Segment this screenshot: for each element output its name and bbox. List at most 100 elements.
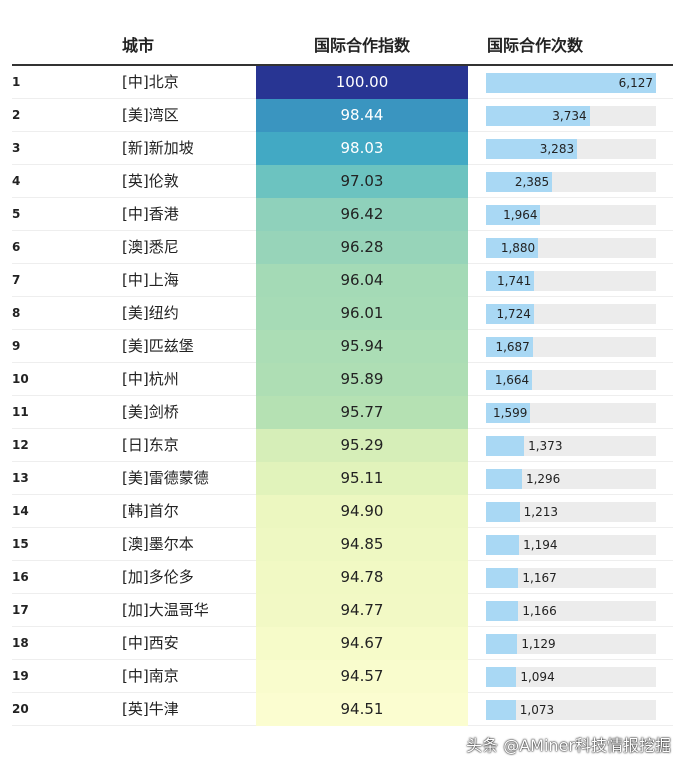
count-label: 1,664 <box>494 373 530 387</box>
count-bar <box>486 304 534 324</box>
index-cell: 95.89 <box>256 363 468 396</box>
city-cell: [美]湾区 <box>122 106 179 124</box>
count-bar <box>486 172 553 192</box>
rank-cell: 9 <box>12 339 21 353</box>
count-bar-track: 1,880 <box>486 238 656 258</box>
city-cell: [中]上海 <box>122 271 179 289</box>
header-city: 城市 <box>122 36 155 55</box>
rank-cell: 16 <box>12 570 29 584</box>
count-bar <box>486 535 520 555</box>
count-label: 1,094 <box>520 670 555 684</box>
count-bar <box>486 700 516 720</box>
index-cell: 94.77 <box>256 594 468 627</box>
index-cell: 94.85 <box>256 528 468 561</box>
count-bar-track: 1,194 <box>486 535 656 555</box>
count-bar-track: 1,167 <box>486 568 656 588</box>
table-row: 1 [中]北京 100.00 6,127 <box>12 66 673 99</box>
count-bar <box>486 634 518 654</box>
index-cell: 94.67 <box>256 627 468 660</box>
city-cell: [韩]首尔 <box>122 502 179 520</box>
count-bar-track: 3,734 <box>486 106 656 126</box>
watermark: 头条 @AMiner科技情报挖掘 <box>466 736 671 755</box>
count-bar <box>486 667 517 687</box>
count-bar <box>486 502 520 522</box>
count-label: 1,599 <box>493 406 528 420</box>
rank-cell: 19 <box>12 669 29 683</box>
count-bar-track: 1,094 <box>486 667 656 687</box>
table-row: 2 [美]湾区 98.44 3,734 <box>12 99 673 132</box>
rank-cell: 18 <box>12 636 29 650</box>
count-bar-track: 1,213 <box>486 502 656 522</box>
city-cell: [中]杭州 <box>122 370 179 388</box>
count-bar-track: 1,741 <box>486 271 656 291</box>
count-bar-track: 2,385 <box>486 172 656 192</box>
index-cell: 96.28 <box>256 231 468 264</box>
rank-cell: 11 <box>12 405 29 419</box>
index-cell: 96.01 <box>256 297 468 330</box>
header-index: 国际合作指数 <box>313 36 410 55</box>
index-cell: 96.42 <box>256 198 468 231</box>
rank-cell: 7 <box>12 273 21 287</box>
rank-cell: 12 <box>12 438 29 452</box>
rank-cell: 4 <box>12 174 21 188</box>
count-label: 3,734 <box>552 109 587 123</box>
table-row: 15 [澳]墨尔本 94.85 1,194 <box>12 528 673 561</box>
count-label: 1,194 <box>523 538 558 552</box>
city-cell: [澳]悉尼 <box>122 238 179 256</box>
count-bar-track: 1,964 <box>486 205 656 225</box>
count-bar-track: 1,373 <box>486 436 656 456</box>
count-bar <box>486 271 535 291</box>
city-cell: [中]香港 <box>122 205 179 223</box>
rank-cell: 3 <box>12 141 21 155</box>
city-cell: [英]伦敦 <box>122 172 179 190</box>
count-bar <box>486 139 578 159</box>
count-label: 1,213 <box>523 505 558 519</box>
count-bar <box>486 403 531 423</box>
index-cell: 95.29 <box>256 429 468 462</box>
count-label: 1,296 <box>525 472 561 486</box>
city-cell: [新]新加坡 <box>122 139 194 157</box>
city-cell: [美]雷德蒙德 <box>122 469 209 487</box>
table-row: 14 [韩]首尔 94.90 1,213 <box>12 495 673 528</box>
index-cell: 95.77 <box>256 396 468 429</box>
city-cell: [英]牛津 <box>122 700 179 718</box>
count-bar <box>486 568 519 588</box>
index-cell: 97.03 <box>256 165 468 198</box>
city-cell: [加]多伦多 <box>122 568 194 586</box>
count-bar-track: 1,687 <box>486 337 656 357</box>
count-bar <box>486 337 533 357</box>
index-cell: 94.90 <box>256 495 468 528</box>
index-cell: 100.00 <box>256 66 468 99</box>
index-cell: 94.51 <box>256 693 468 726</box>
table-row: 10 [中]杭州 95.89 1,664 <box>12 363 673 396</box>
count-label: 1,373 <box>528 439 563 453</box>
count-bar <box>486 370 533 390</box>
table-row: 6 [澳]悉尼 96.28 1,880 <box>12 231 673 264</box>
city-cell: [澳]墨尔本 <box>122 535 194 553</box>
table-row: 17 [加]大温哥华 94.77 1,166 <box>12 594 673 627</box>
count-bar <box>486 238 539 258</box>
count-label: 3,283 <box>539 142 575 156</box>
rank-cell: 2 <box>12 108 21 122</box>
rank-cell: 15 <box>12 537 29 551</box>
city-cell: [中]北京 <box>122 73 179 91</box>
index-cell: 94.57 <box>256 660 468 693</box>
city-cell: [中]西安 <box>122 634 179 652</box>
count-bar-track: 1,129 <box>486 634 656 654</box>
rank-cell: 6 <box>12 240 21 254</box>
count-bar-track: 1,296 <box>486 469 656 489</box>
rank-cell: 8 <box>12 306 21 320</box>
city-cell: [加]大温哥华 <box>122 601 209 619</box>
count-label: 1,687 <box>495 340 530 354</box>
rank-cell: 5 <box>12 207 21 221</box>
count-bar-track: 6,127 <box>486 73 656 93</box>
table-row: 16 [加]多伦多 94.78 1,167 <box>12 561 673 594</box>
header-divider <box>12 64 673 66</box>
count-label: 1,167 <box>522 571 557 585</box>
rank-cell: 14 <box>12 504 29 518</box>
table-row: 13 [美]雷德蒙德 95.11 1,296 <box>12 462 673 495</box>
city-cell: [日]东京 <box>122 436 179 454</box>
count-bar <box>486 436 525 456</box>
count-label: 2,385 <box>514 175 550 189</box>
city-cell: [美]匹兹堡 <box>122 337 194 355</box>
